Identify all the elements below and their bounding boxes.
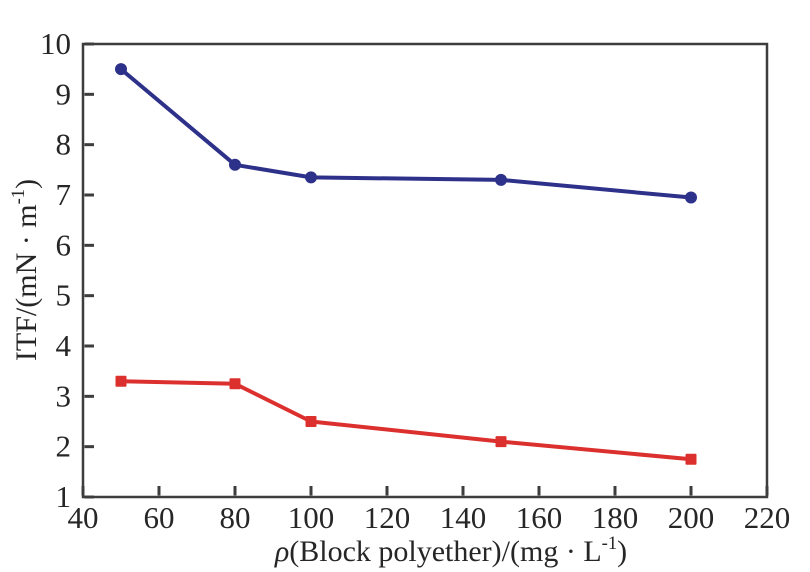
x-tick-label: 120 — [364, 500, 411, 535]
y-axis-label: ITF/(mN · m-1) — [8, 179, 43, 361]
y-tick-label: 2 — [56, 429, 72, 464]
series-blue-circles — [115, 63, 697, 204]
data-point — [685, 191, 697, 204]
y-tick-label: 6 — [56, 227, 72, 262]
series-line-blue-circles — [119, 67, 692, 200]
x-tick-label: 180 — [592, 500, 639, 535]
y-axis: 1 2 3 4 5 6 7 8 9 10 — [40, 26, 94, 514]
x-tick-label: 80 — [220, 500, 251, 535]
x-tick-label: 160 — [516, 500, 563, 535]
data-point — [685, 453, 697, 465]
x-tick-label: 40 — [68, 500, 99, 535]
x-tick-label: 140 — [440, 500, 487, 535]
x-tick-label: 100 — [288, 500, 335, 535]
data-point — [495, 436, 507, 448]
x-tick-label: 60 — [144, 500, 175, 535]
x-tick-label: 200 — [668, 500, 715, 535]
data-point — [305, 171, 317, 184]
series-red-squares — [115, 375, 697, 465]
y-tick-label: 1 — [56, 479, 72, 514]
y-tick-label: 10 — [40, 26, 71, 61]
data-point — [229, 378, 241, 390]
x-tick-label: 220 — [744, 500, 791, 535]
plot-frame — [81, 42, 769, 499]
data-point — [305, 416, 317, 427]
y-tick-label: 3 — [56, 378, 72, 413]
y-tick-label: 7 — [56, 177, 72, 212]
data-point — [495, 173, 507, 186]
data-point — [115, 375, 127, 387]
series-line-red-squares — [120, 379, 692, 462]
x-axis: 40 60 80 100 120 140 160 180 200 220 — [68, 486, 791, 535]
y-tick-label: 4 — [56, 328, 72, 363]
data-point — [115, 63, 127, 76]
x-axis-label: ρ(Block polyether)/(mg · L-1) — [274, 533, 627, 568]
y-tick-label: 8 — [56, 127, 72, 162]
y-tick-label: 5 — [56, 278, 72, 313]
data-point — [229, 158, 241, 171]
y-tick-label: 9 — [56, 76, 72, 111]
